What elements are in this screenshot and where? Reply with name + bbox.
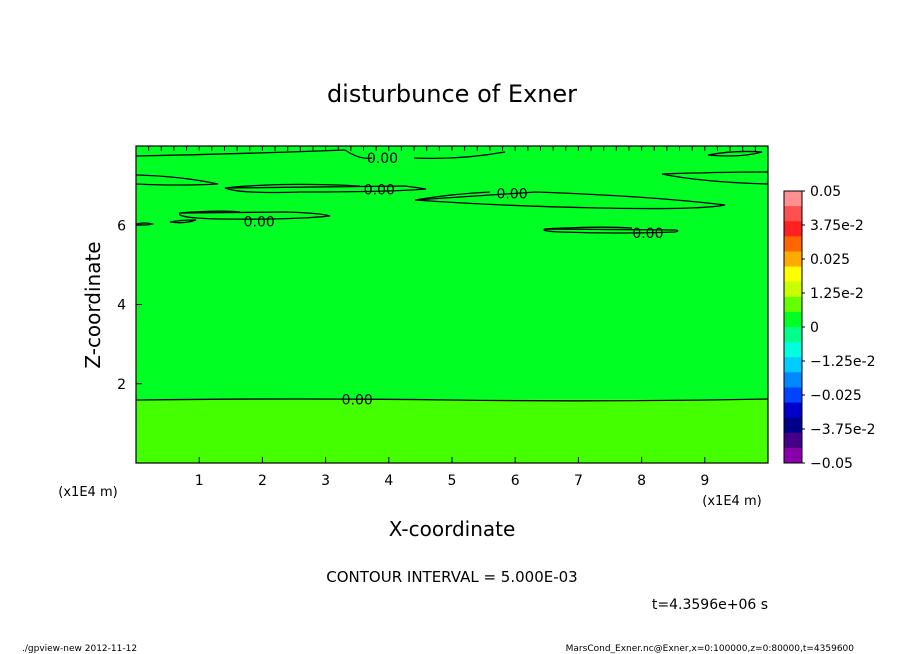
colorbar-label-4: 0 <box>810 320 819 336</box>
x-tick-label-3: 3 <box>321 473 330 489</box>
colorbar-label-5: −1.25e-2 <box>810 354 875 370</box>
footer-right: MarsCond_Exner.nc@Exner,x=0:100000,z=0:8… <box>566 644 855 654</box>
top-minor-ticks <box>135 146 769 151</box>
colorbar-swatch-8 <box>784 311 802 328</box>
x-tick-label-7: 7 <box>574 473 583 489</box>
x-tick-label-5: 5 <box>448 473 457 489</box>
colorbar-swatch-4 <box>784 251 802 268</box>
colorbar-swatch-16 <box>784 432 802 449</box>
colorbar-label-1: 3.75e-2 <box>810 218 864 234</box>
contour-line-low <box>135 398 769 402</box>
contour-line-c <box>414 191 726 210</box>
contour-label-3: 0.00 <box>244 214 275 230</box>
contour-line-a <box>135 174 219 186</box>
contour-label-4: 0.00 <box>632 226 663 242</box>
colorbar-swatch-15 <box>784 417 802 434</box>
contour-line-top-right <box>707 150 763 157</box>
colorbar-label-0: 0.05 <box>810 184 841 200</box>
contour-line-e <box>543 226 679 234</box>
field-region-lower <box>136 399 768 463</box>
x-tick-label-2: 2 <box>258 473 267 489</box>
plot-area: 0.00 0.00 0.00 0.00 0.00 0.00 1 2 3 4 5 6 7 8 9 2 4 6 <box>117 145 769 489</box>
field-region-upper <box>136 146 768 400</box>
contour-label-0: 0.00 <box>367 151 398 167</box>
x-unit-left: (x1E4 m) <box>58 485 117 500</box>
contour-interval: CONTOUR INTERVAL = 5.000E-03 <box>326 568 577 586</box>
contour-labels: 0.00 0.00 0.00 0.00 0.00 0.00 <box>244 151 664 409</box>
x-unit-right: (x1E4 m) <box>702 494 761 509</box>
x-tick-label-9: 9 <box>700 473 709 489</box>
colorbar-swatch-12 <box>784 372 802 388</box>
colorbar-label-7: −3.75e-2 <box>810 422 875 438</box>
colorbar-swatch-9 <box>784 327 802 343</box>
colorbar <box>784 191 802 464</box>
y-axis-label: Z-coordinate <box>81 241 105 368</box>
colorbar-swatch-1 <box>784 206 802 222</box>
x-tick-label-8: 8 <box>637 473 646 489</box>
colorbar-swatch-6 <box>784 281 802 298</box>
colorbar-label-3: 1.25e-2 <box>810 286 864 302</box>
x-axis-ticks: 1 2 3 4 5 6 7 8 9 <box>195 457 709 489</box>
colorbar-label-6: −0.025 <box>810 388 862 404</box>
y-axis-ticks: 2 4 6 <box>117 218 142 393</box>
contour-label-2: 0.00 <box>496 187 527 203</box>
contour-label-5: 0.00 <box>342 393 373 409</box>
contour-lines <box>135 149 769 402</box>
time-label: t=4.3596e+06 s <box>652 597 768 613</box>
colorbar-swatch-7 <box>784 296 802 313</box>
colorbar-label-2: 0.025 <box>810 252 850 268</box>
colorbar-swatch-13 <box>784 387 802 404</box>
contour-line-d <box>178 210 331 220</box>
x-tick-label-4: 4 <box>384 473 393 489</box>
contour-line-b <box>224 183 427 194</box>
x-tick-label-1: 1 <box>195 473 204 489</box>
colorbar-swatch-2 <box>784 221 802 237</box>
colorbar-swatch-11 <box>784 357 802 373</box>
colorbar-swatch-17 <box>784 447 802 464</box>
contour-line-top-mid <box>344 149 506 160</box>
y-tick-label-2: 2 <box>117 377 126 393</box>
y-tick-label-4: 4 <box>117 298 126 314</box>
colorbar-swatch-0 <box>784 191 802 207</box>
x-tick-label-6: 6 <box>511 473 520 489</box>
colorbar-swatch-3 <box>784 236 802 252</box>
chart-title: disturbunce of Exner <box>327 80 577 108</box>
x-axis-label: X-coordinate <box>389 517 516 541</box>
contour-line-g <box>661 171 769 185</box>
contour-label-1: 0.00 <box>364 183 395 199</box>
colorbar-swatch-5 <box>784 266 802 283</box>
colorbar-label-8: −0.05 <box>810 456 853 472</box>
contour-line-top-left <box>135 149 346 157</box>
footer-left: ./gpview-new 2012-11-12 <box>22 644 137 654</box>
y-tick-label-6: 6 <box>117 218 126 234</box>
colorbar-swatch-14 <box>784 402 802 419</box>
colorbar-swatch-10 <box>784 342 802 358</box>
colorbar-labels: 0.05 3.75e-2 0.025 1.25e-2 0 −1.25e-2 −0.025 −3… <box>802 184 875 472</box>
